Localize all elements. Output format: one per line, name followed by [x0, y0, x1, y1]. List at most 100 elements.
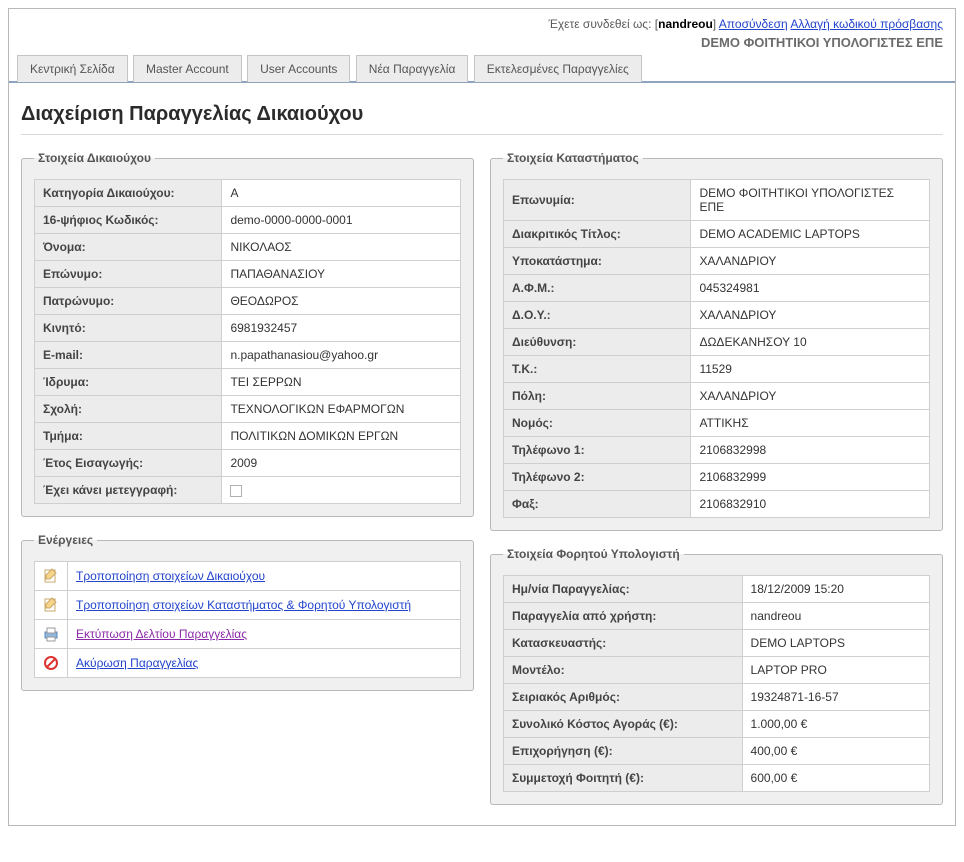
tab-user-accounts[interactable]: User Accounts — [247, 55, 350, 82]
val-fax: 2106832910 — [691, 491, 930, 518]
val-email: n.papathanasiou@yahoo.gr — [222, 342, 461, 369]
key-school: Σχολή: — [35, 396, 222, 423]
table-row: Επώνυμο:ΠΑΠΑΘΑΝΑΣΙΟΥ — [35, 261, 461, 288]
val-school: ΤΕΧΝΟΛΟΓΙΚΩΝ ΕΦΑΡΜΟΓΩΝ — [222, 396, 461, 423]
table-row: Τμήμα:ΠΟΛΙΤΙΚΩΝ ΔΟΜΙΚΩΝ ΕΡΓΩΝ — [35, 423, 461, 450]
key-code: 16-ψήφιος Κωδικός: — [35, 207, 222, 234]
columns: Στοιχεία Δικαιούχου Κατηγορία Δικαιούχου… — [21, 151, 943, 805]
key-phone1: Τηλέφωνο 1: — [504, 437, 691, 464]
beneficiary-legend: Στοιχεία Δικαιούχου — [34, 151, 155, 165]
table-row: Κατασκευαστής:DEMO LAPTOPS — [504, 630, 930, 657]
table-row: Επιχορήγηση (€):400,00 € — [504, 738, 930, 765]
action-row-edit-store: Τροποποίηση στοιχείων Καταστήματος & Φορ… — [35, 591, 461, 620]
login-prefix: Έχετε συνδεθεί ως: [ — [548, 17, 658, 31]
page-title: Διαχείριση Παραγγελίας Δικαιούχου — [21, 103, 943, 135]
val-code: demo-0000-0000-0001 — [222, 207, 461, 234]
val-orderuser: nandreou — [742, 603, 929, 630]
val-doy: ΧΑΛΑΝΔΡΙΟΥ — [691, 302, 930, 329]
key-model: Μοντέλο: — [504, 657, 743, 684]
table-row: Διακριτικός Τίτλος:DEMO ACADEMIC LAPTOPS — [504, 221, 930, 248]
table-row: Δ.Ο.Υ.:ΧΑΛΑΝΔΡΙΟΥ — [504, 302, 930, 329]
table-row: Κατηγορία Δικαιούχου:A — [35, 180, 461, 207]
key-orderdate: Ημ/νία Παραγγελίας: — [504, 576, 743, 603]
company-name: DEMO ΦΟΙΤΗΤΙΚΟΙ ΥΠΟΛΟΓΙΣΤΕΣ ΕΠΕ — [21, 33, 943, 50]
store-table: Επωνυμία:DEMO ΦΟΙΤΗΤΙΚΟΙ ΥΠΟΛΟΓΙΣΤΕΣ ΕΠΕ… — [503, 179, 930, 518]
table-row: Τηλέφωνο 1:2106832998 — [504, 437, 930, 464]
table-row: Έχει κάνει μετεγγραφή: — [35, 477, 461, 504]
tab-home[interactable]: Κεντρική Σελίδα — [17, 55, 128, 82]
logout-link[interactable]: Αποσύνδεση — [719, 17, 788, 31]
table-row: Νομός:ΑΤΤΙΚΗΣ — [504, 410, 930, 437]
key-vat: Α.Φ.Μ.: — [504, 275, 691, 302]
key-email: E-mail: — [35, 342, 222, 369]
action-edit-beneficiary[interactable]: Τροποποίηση στοιχείων Δικαιούχου — [76, 569, 265, 583]
table-row: Ίδρυμα:ΤΕΙ ΣΕΡΡΩΝ — [35, 369, 461, 396]
tab-new-order[interactable]: Νέα Παραγγελία — [356, 55, 469, 82]
right-column: Στοιχεία Καταστήματος Επωνυμία:DEMO ΦΟΙΤ… — [490, 151, 943, 805]
val-model: LAPTOP PRO — [742, 657, 929, 684]
key-branch: Υποκατάστημα: — [504, 248, 691, 275]
laptop-fieldset: Στοιχεία Φορητού Υπολογιστή Ημ/νία Παραγ… — [490, 547, 943, 805]
content: Διαχείριση Παραγγελίας Δικαιούχου Στοιχε… — [9, 83, 955, 825]
key-student: Συμμετοχή Φοιτητή (€): — [504, 765, 743, 792]
change-password-link[interactable]: Αλλαγή κωδικού πρόσβασης — [790, 17, 943, 31]
table-row: Μοντέλο:LAPTOP PRO — [504, 657, 930, 684]
table-row: Πατρώνυμο:ΘΕΟΔΩΡΟΣ — [35, 288, 461, 315]
table-row: Όνομα:ΝΙΚΟΛΑΟΣ — [35, 234, 461, 261]
key-maker: Κατασκευαστής: — [504, 630, 743, 657]
key-dept: Τμήμα: — [35, 423, 222, 450]
val-firstname: ΝΙΚΟΛΑΟΣ — [222, 234, 461, 261]
edit-icon — [35, 562, 68, 591]
action-edit-store-laptop[interactable]: Τροποποίηση στοιχείων Καταστήματος & Φορ… — [76, 598, 411, 612]
actions-table: Τροποποίηση στοιχείων Δικαιούχου Τροποπο… — [34, 561, 461, 678]
table-row: Πόλη:ΧΑΛΑΝΔΡΙΟΥ — [504, 383, 930, 410]
key-firstname: Όνομα: — [35, 234, 222, 261]
val-year: 2009 — [222, 450, 461, 477]
username: nandreou — [658, 17, 713, 31]
val-cost: 1.000,00 € — [742, 711, 929, 738]
val-serial: 19324871-16-57 — [742, 684, 929, 711]
val-brand: DEMO ACADEMIC LAPTOPS — [691, 221, 930, 248]
val-transfer — [222, 477, 461, 504]
table-row: Συνολικό Κόστος Αγοράς (€):1.000,00 € — [504, 711, 930, 738]
table-row: Τ.Κ.:11529 — [504, 356, 930, 383]
action-print-order[interactable]: Εκτύπωση Δελτίου Παραγγελίας — [76, 627, 247, 641]
val-subsidy: 400,00 € — [742, 738, 929, 765]
val-vat: 045324981 — [691, 275, 930, 302]
actions-fieldset: Ενέργειες Τροποποίηση στοιχείων Δικαιούχ… — [21, 533, 474, 691]
actions-legend: Ενέργειες — [34, 533, 97, 547]
key-fathername: Πατρώνυμο: — [35, 288, 222, 315]
val-zip: 11529 — [691, 356, 930, 383]
key-doy: Δ.Ο.Υ.: — [504, 302, 691, 329]
tab-master-account[interactable]: Master Account — [133, 55, 242, 82]
val-dept: ΠΟΛΙΤΙΚΩΝ ΔΟΜΙΚΩΝ ΕΡΓΩΝ — [222, 423, 461, 450]
table-row: E-mail:n.papathanasiou@yahoo.gr — [35, 342, 461, 369]
val-mobile: 6981932457 — [222, 315, 461, 342]
key-mobile: Κινητό: — [35, 315, 222, 342]
action-row-edit-beneficiary: Τροποποίηση στοιχείων Δικαιούχου — [35, 562, 461, 591]
action-cancel-order[interactable]: Ακύρωση Παραγγελίας — [76, 656, 198, 670]
topbar: Έχετε συνδεθεί ως: [nandreou] Αποσύνδεση… — [9, 9, 955, 54]
table-row: Κινητό:6981932457 — [35, 315, 461, 342]
key-phone2: Τηλέφωνο 2: — [504, 464, 691, 491]
key-brand: Διακριτικός Τίτλος: — [504, 221, 691, 248]
beneficiary-fieldset: Στοιχεία Δικαιούχου Κατηγορία Δικαιούχου… — [21, 151, 474, 517]
key-address: Διεύθυνση: — [504, 329, 691, 356]
table-row: Σειριακός Αριθμός:19324871-16-57 — [504, 684, 930, 711]
val-branch: ΧΑΛΑΝΔΡΙΟΥ — [691, 248, 930, 275]
transfer-checkbox — [230, 485, 242, 497]
val-phone1: 2106832998 — [691, 437, 930, 464]
login-status-line: Έχετε συνδεθεί ως: [nandreou] Αποσύνδεση… — [21, 17, 943, 31]
table-row: Έτος Εισαγωγής:2009 — [35, 450, 461, 477]
edit-icon — [35, 591, 68, 620]
val-student: 600,00 € — [742, 765, 929, 792]
tab-completed-orders[interactable]: Εκτελεσμένες Παραγγελίες — [474, 55, 642, 82]
val-category: A — [222, 180, 461, 207]
store-legend: Στοιχεία Καταστήματος — [503, 151, 643, 165]
left-column: Στοιχεία Δικαιούχου Κατηγορία Δικαιούχου… — [21, 151, 474, 691]
key-category: Κατηγορία Δικαιούχου: — [35, 180, 222, 207]
val-institution: ΤΕΙ ΣΕΡΡΩΝ — [222, 369, 461, 396]
app-frame: Έχετε συνδεθεί ως: [nandreou] Αποσύνδεση… — [8, 8, 956, 826]
laptop-table: Ημ/νία Παραγγελίας:18/12/2009 15:20 Παρα… — [503, 575, 930, 792]
key-institution: Ίδρυμα: — [35, 369, 222, 396]
